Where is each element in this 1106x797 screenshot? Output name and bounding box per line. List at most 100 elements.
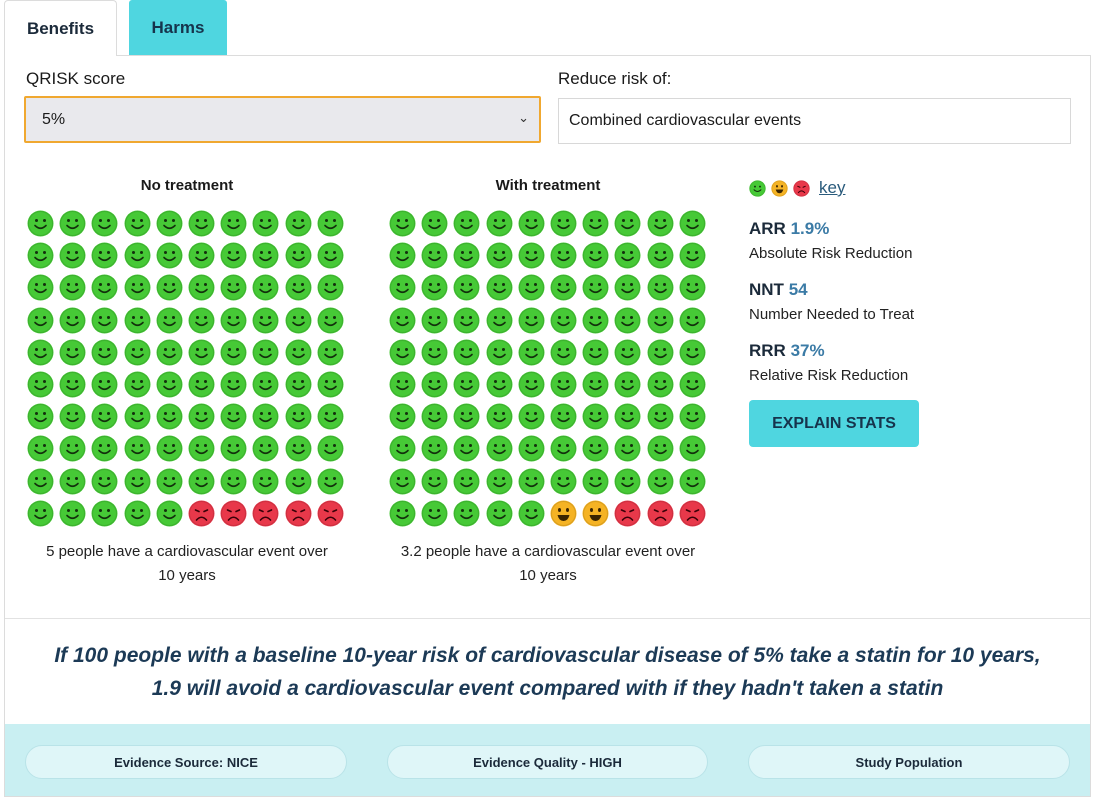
happy-face-icon (220, 403, 247, 430)
happy-face-icon (91, 435, 118, 462)
happy-face-icon (582, 242, 609, 269)
happy-face-icon (647, 468, 674, 495)
evidence-quality-button[interactable]: Evidence Quality - HIGH (387, 745, 708, 779)
happy-face-icon (421, 435, 448, 462)
happy-face-icon (91, 403, 118, 430)
happy-face-icon (285, 339, 312, 366)
key-link[interactable]: key (819, 178, 846, 197)
happy-face-icon (252, 274, 279, 301)
sad-face-icon (285, 500, 312, 527)
arr-value: 1.9% (790, 219, 830, 238)
neutral-face-icon (550, 500, 577, 527)
with-treatment-caption: 3.2 people have a cardiovascular event o… (378, 540, 718, 588)
happy-face-icon (421, 210, 448, 237)
tab-benefits[interactable]: Benefits (4, 0, 117, 56)
with-treatment-caption-line2: 10 years (519, 567, 577, 584)
qrisk-selected-value: 5% (42, 110, 66, 128)
happy-face-icon (156, 468, 183, 495)
happy-face-icon (453, 371, 480, 398)
happy-face-icon (156, 403, 183, 430)
no-treatment-caption-line2: 10 years (158, 567, 216, 584)
happy-face-icon (679, 371, 706, 398)
no-treatment-caption: 5 people have a cardiovascular event ove… (17, 540, 357, 588)
happy-face-icon (252, 435, 279, 462)
happy-face-icon (156, 242, 183, 269)
happy-face-icon (124, 371, 151, 398)
happy-face-icon (679, 403, 706, 430)
happy-face-icon (220, 435, 247, 462)
happy-face-icon (389, 242, 416, 269)
happy-face-icon (486, 500, 513, 527)
evidence-source-button[interactable]: Evidence Source: NICE (25, 745, 347, 779)
happy-face-icon (614, 403, 641, 430)
happy-face-icon (124, 274, 151, 301)
happy-face-icon (518, 403, 545, 430)
neutral-face-icon (582, 500, 609, 527)
chevron-down-icon: ⌄ (518, 110, 529, 125)
happy-face-icon (220, 307, 247, 334)
happy-face-icon (582, 307, 609, 334)
happy-face-icon (647, 242, 674, 269)
sad-face-icon (317, 500, 344, 527)
happy-face-icon (486, 403, 513, 430)
reduce-risk-field[interactable]: Combined cardiovascular events (558, 98, 1071, 144)
happy-face-icon (614, 435, 641, 462)
happy-face-icon (679, 468, 706, 495)
sad-face-icon (614, 500, 641, 527)
happy-face-icon (582, 403, 609, 430)
happy-face-icon (252, 307, 279, 334)
rrr-stat: RRR 37% Relative Risk Reduction (749, 341, 908, 384)
qrisk-select[interactable]: 5% ⌄ (24, 96, 541, 143)
happy-face-icon (156, 339, 183, 366)
happy-face-icon (27, 210, 54, 237)
happy-face-icon (59, 339, 86, 366)
arr-description: Absolute Risk Reduction (749, 245, 913, 262)
happy-face-icon (91, 242, 118, 269)
happy-face-icon (421, 339, 448, 366)
happy-face-icon (518, 435, 545, 462)
rrr-abbr: RRR (749, 341, 786, 360)
happy-face-icon (91, 371, 118, 398)
happy-face-icon (156, 371, 183, 398)
happy-face-icon (252, 242, 279, 269)
happy-face-icon (453, 435, 480, 462)
explain-stats-button[interactable]: EXPLAIN STATS (749, 400, 919, 447)
happy-face-icon (188, 339, 215, 366)
happy-face-icon (453, 242, 480, 269)
happy-face-icon (679, 339, 706, 366)
happy-face-icon (188, 210, 215, 237)
happy-face-icon (614, 371, 641, 398)
rrr-description: Relative Risk Reduction (749, 367, 909, 384)
happy-face-icon (91, 307, 118, 334)
happy-face-icon (27, 307, 54, 334)
happy-face-icon (647, 403, 674, 430)
reduce-risk-label: Reduce risk of: (558, 69, 672, 88)
no-treatment-grid (27, 210, 347, 530)
with-treatment-title: With treatment (495, 177, 601, 194)
happy-face-icon (486, 468, 513, 495)
happy-face-icon (252, 468, 279, 495)
happy-face-icon (389, 371, 416, 398)
happy-face-icon (389, 210, 416, 237)
happy-face-icon (220, 371, 247, 398)
happy-face-icon (389, 403, 416, 430)
happy-face-icon (91, 274, 118, 301)
key-row: key (749, 178, 845, 198)
happy-face-icon (285, 242, 312, 269)
happy-face-icon (317, 274, 344, 301)
happy-face-icon (647, 210, 674, 237)
happy-face-icon (614, 242, 641, 269)
happy-face-icon (486, 274, 513, 301)
happy-face-icon (550, 371, 577, 398)
happy-face-icon (486, 339, 513, 366)
divider (5, 618, 1090, 619)
study-population-button[interactable]: Study Population (748, 745, 1070, 779)
happy-face-icon (614, 339, 641, 366)
happy-face-icon (91, 339, 118, 366)
nnt-value: 54 (788, 280, 808, 299)
happy-face-icon (421, 468, 448, 495)
happy-face-icon (550, 468, 577, 495)
tab-harms[interactable]: Harms (129, 0, 227, 55)
happy-face-icon (518, 242, 545, 269)
happy-face-icon (188, 371, 215, 398)
